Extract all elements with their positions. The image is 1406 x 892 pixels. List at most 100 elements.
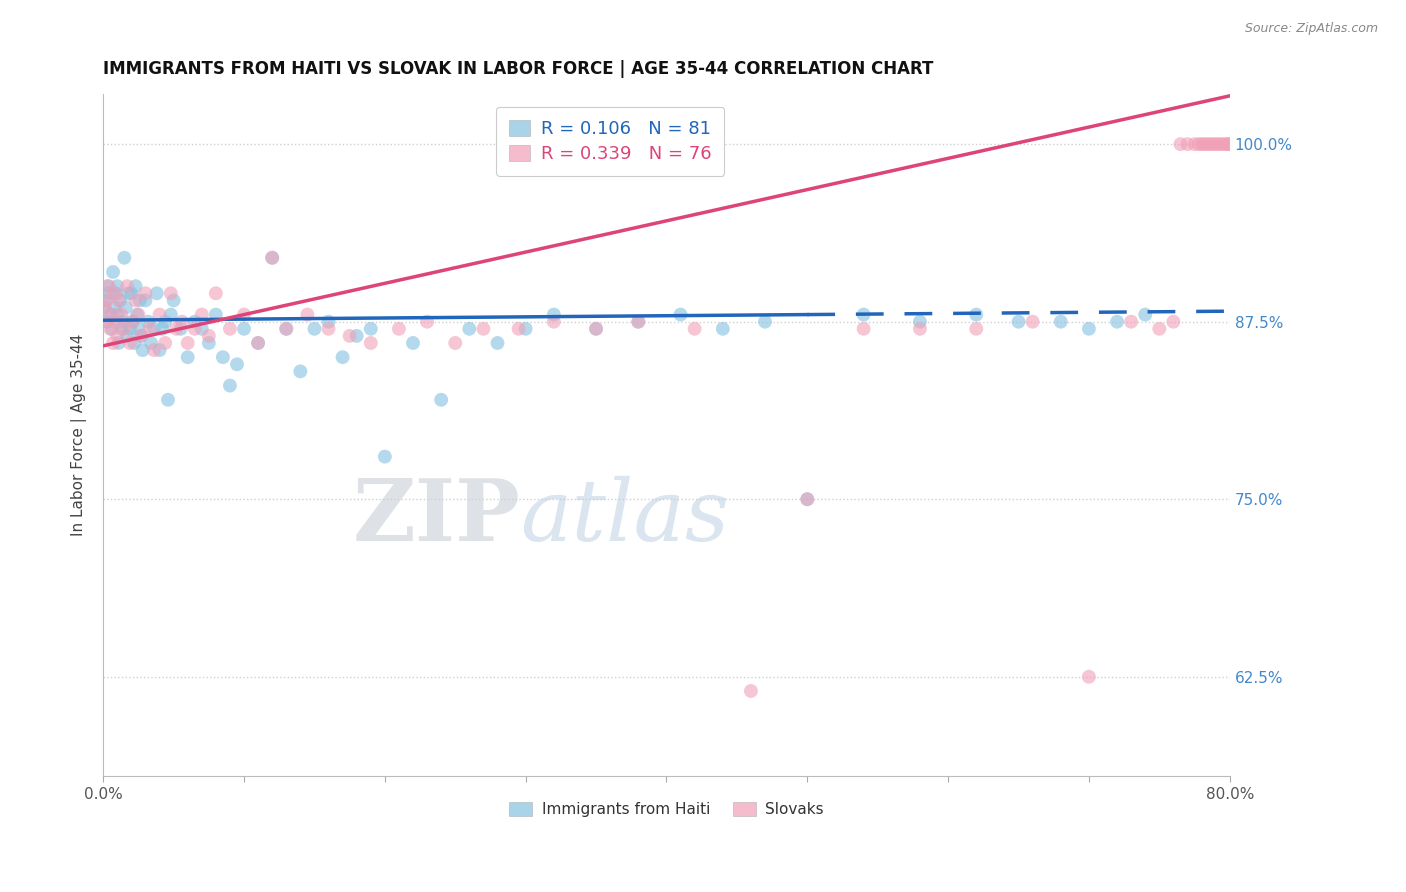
- Point: [515, 322, 537, 336]
- Point: [97, 279, 120, 293]
- Point: [97, 286, 120, 301]
- Point: [101, 336, 124, 351]
- Point: [297, 308, 319, 322]
- Point: [127, 308, 149, 322]
- Point: [104, 315, 127, 329]
- Point: [170, 315, 193, 329]
- Point: [121, 315, 143, 329]
- Point: [1197, 137, 1219, 152]
- Point: [153, 315, 176, 329]
- Point: [153, 336, 176, 351]
- Point: [796, 492, 818, 507]
- Point: [115, 329, 138, 343]
- Point: [627, 315, 650, 329]
- Point: [169, 322, 191, 336]
- Point: [965, 308, 987, 322]
- Point: [124, 279, 146, 293]
- Point: [159, 308, 181, 322]
- Point: [1205, 137, 1227, 152]
- Point: [247, 336, 270, 351]
- Point: [98, 322, 121, 336]
- Point: [472, 322, 495, 336]
- Point: [1163, 315, 1185, 329]
- Point: [131, 343, 153, 357]
- Point: [233, 308, 256, 322]
- Point: [114, 301, 136, 315]
- Point: [127, 322, 149, 336]
- Point: [388, 322, 411, 336]
- Point: [105, 279, 128, 293]
- Point: [105, 329, 128, 343]
- Point: [1049, 315, 1071, 329]
- Point: [128, 293, 150, 308]
- Point: [118, 336, 141, 351]
- Point: [129, 329, 152, 343]
- Point: [1121, 315, 1143, 329]
- Point: [262, 251, 284, 265]
- Point: [1107, 315, 1129, 329]
- Point: [247, 336, 270, 351]
- Text: IMMIGRANTS FROM HAITI VS SLOVAK IN LABOR FORCE | AGE 35-44 CORRELATION CHART: IMMIGRANTS FROM HAITI VS SLOVAK IN LABOR…: [103, 60, 934, 78]
- Point: [191, 308, 214, 322]
- Point: [346, 329, 368, 343]
- Point: [111, 315, 134, 329]
- Point: [184, 322, 207, 336]
- Point: [262, 251, 284, 265]
- Point: [508, 322, 530, 336]
- Point: [94, 293, 117, 308]
- Point: [332, 350, 354, 364]
- Point: [1077, 322, 1099, 336]
- Point: [374, 450, 396, 464]
- Point: [93, 301, 115, 315]
- Point: [205, 286, 228, 301]
- Point: [669, 308, 692, 322]
- Point: [191, 322, 214, 336]
- Point: [430, 392, 453, 407]
- Text: atlas: atlas: [520, 475, 730, 558]
- Point: [107, 336, 129, 351]
- Point: [1194, 137, 1216, 152]
- Point: [852, 322, 875, 336]
- Legend: Immigrants from Haiti, Slovaks: Immigrants from Haiti, Slovaks: [503, 796, 830, 823]
- Point: [148, 308, 170, 322]
- Point: [444, 336, 467, 351]
- Point: [1202, 137, 1225, 152]
- Point: [219, 322, 242, 336]
- Point: [148, 343, 170, 357]
- Point: [139, 336, 162, 351]
- Point: [108, 293, 131, 308]
- Point: [142, 322, 165, 336]
- Point: [103, 301, 125, 315]
- Point: [1208, 137, 1230, 152]
- Point: [276, 322, 298, 336]
- Point: [145, 286, 167, 301]
- Point: [1188, 137, 1211, 152]
- Point: [94, 293, 117, 308]
- Point: [276, 322, 298, 336]
- Point: [159, 286, 181, 301]
- Point: [198, 336, 221, 351]
- Text: Source: ZipAtlas.com: Source: ZipAtlas.com: [1244, 22, 1378, 36]
- Point: [100, 308, 122, 322]
- Point: [754, 315, 776, 329]
- Point: [120, 286, 142, 301]
- Point: [585, 322, 607, 336]
- Point: [318, 315, 340, 329]
- Point: [796, 492, 818, 507]
- Point: [184, 315, 207, 329]
- Point: [105, 308, 128, 322]
- Point: [543, 315, 565, 329]
- Point: [683, 322, 706, 336]
- Point: [360, 322, 382, 336]
- Point: [121, 315, 143, 329]
- Point: [711, 322, 734, 336]
- Point: [1135, 308, 1157, 322]
- Point: [124, 293, 146, 308]
- Point: [101, 265, 124, 279]
- Point: [115, 279, 138, 293]
- Point: [1077, 670, 1099, 684]
- Point: [176, 350, 198, 364]
- Point: [233, 322, 256, 336]
- Point: [304, 322, 326, 336]
- Point: [110, 322, 132, 336]
